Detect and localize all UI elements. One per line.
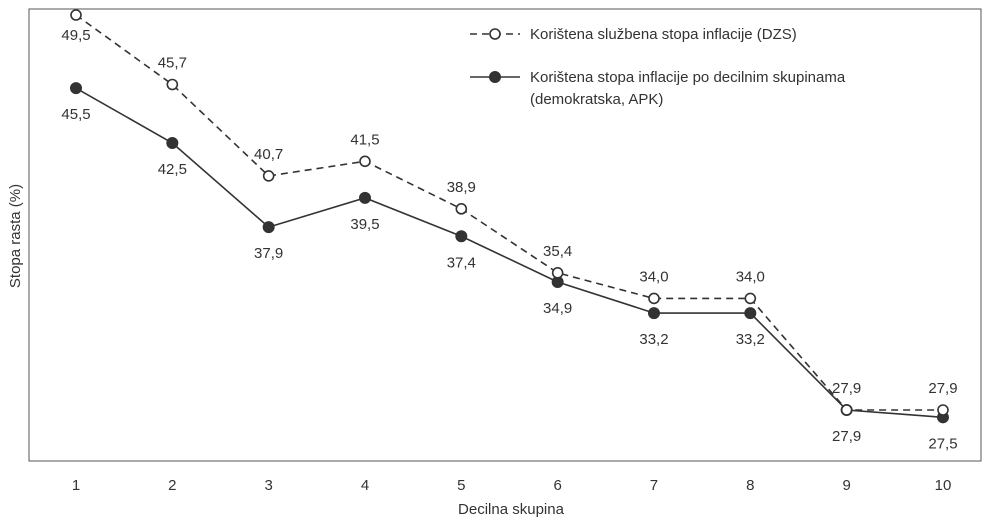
legend-label-decile-line1: Korištena stopa inflacije po decilnim sk… xyxy=(530,69,846,86)
x-tick-label: 1 xyxy=(72,477,80,494)
data-labels: 49,5 45,7 40,7 41,5 38,9 35,4 34,0 34,0 27,9 27,9… xyxy=(61,27,957,452)
data-point xyxy=(744,307,757,320)
x-tick-label: 8 xyxy=(746,477,754,494)
data-label: 34,0 xyxy=(736,268,765,285)
data-label: 27,9 xyxy=(832,380,861,397)
x-tick-label: 5 xyxy=(457,477,465,494)
data-label: 45,7 xyxy=(158,54,187,71)
data-point xyxy=(70,9,82,21)
data-label: 35,4 xyxy=(543,243,572,260)
plot-frame xyxy=(28,8,982,462)
series-line-decile xyxy=(75,87,944,419)
data-point xyxy=(262,170,275,182)
data-point xyxy=(551,267,564,279)
legend-swatch-marker-decile xyxy=(489,71,501,83)
data-label: 27,9 xyxy=(832,428,861,445)
data-label: 38,9 xyxy=(447,179,476,196)
data-label: 49,5 xyxy=(61,27,90,44)
data-point xyxy=(166,137,179,150)
data-point xyxy=(840,404,853,416)
x-tick-label: 4 xyxy=(361,477,369,494)
series-lines xyxy=(75,14,944,419)
data-label: 45,5 xyxy=(61,106,90,123)
x-tick-label: 7 xyxy=(650,477,658,494)
legend: Korištena službena stopa inflacije (DZS)… xyxy=(470,26,846,108)
series-markers xyxy=(70,9,949,424)
data-point xyxy=(937,404,949,416)
legend-entry-dzs: Korištena službena stopa inflacije (DZS) xyxy=(470,26,797,43)
x-axis-ticks: 1 2 3 4 5 6 7 8 9 10 xyxy=(72,477,951,494)
x-tick-label: 6 xyxy=(553,477,561,494)
data-point xyxy=(648,292,660,305)
data-label: 27,5 xyxy=(928,435,957,452)
data-label: 37,9 xyxy=(254,245,283,262)
data-point xyxy=(647,307,660,320)
legend-label-decile-line2: (demokratska, APK) xyxy=(530,91,663,108)
data-label: 33,2 xyxy=(736,331,765,348)
data-point xyxy=(359,155,371,168)
x-axis-title: Decilna skupina xyxy=(458,501,565,518)
data-label: 41,5 xyxy=(350,131,379,148)
x-tick-label: 3 xyxy=(264,477,272,494)
data-label: 39,5 xyxy=(350,216,379,233)
data-point xyxy=(455,230,468,243)
data-point xyxy=(358,191,371,204)
series-line-dzs xyxy=(75,14,943,411)
x-tick-label: 9 xyxy=(842,477,850,494)
legend-entry-decile: Korištena stopa inflacije po decilnim sk… xyxy=(470,69,846,108)
data-point xyxy=(166,78,179,91)
legend-swatch-marker-dzs xyxy=(489,28,501,40)
data-point xyxy=(262,221,275,234)
data-label: 34,9 xyxy=(543,300,572,317)
data-label: 33,2 xyxy=(639,331,668,348)
data-point xyxy=(744,292,757,305)
data-label: 34,0 xyxy=(639,268,668,285)
data-label: 40,7 xyxy=(254,146,283,163)
data-point xyxy=(70,82,82,95)
x-tick-label: 10 xyxy=(935,477,952,494)
legend-label-dzs: Korištena službena stopa inflacije (DZS) xyxy=(530,26,797,43)
y-axis-title: Stopa rasta (%) xyxy=(7,184,24,288)
data-label: 37,4 xyxy=(447,254,476,271)
data-point xyxy=(455,203,468,215)
x-tick-label: 2 xyxy=(168,477,176,494)
data-label: 27,9 xyxy=(928,380,957,397)
data-label: 42,5 xyxy=(158,161,187,178)
